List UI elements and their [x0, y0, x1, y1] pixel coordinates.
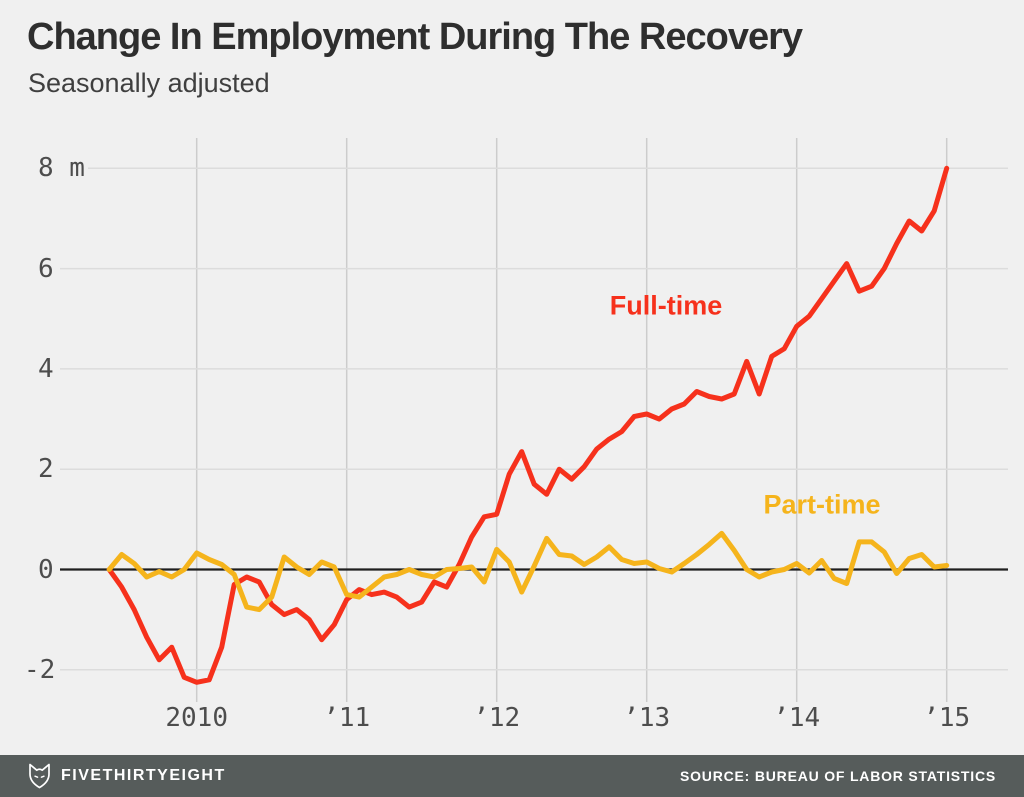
full-time-series-label: Full-time [609, 290, 723, 321]
brand-lockup: FIVETHIRTYEIGHT [28, 763, 226, 790]
x-axis-tick-label: 2010 [165, 703, 228, 733]
footer-bar: FIVETHIRTYEIGHT SOURCE: BUREAU OF LABOR … [0, 755, 1024, 797]
x-axis-tick-label: ’12 [473, 703, 521, 733]
series-line-full-time [106, 165, 950, 685]
source-credit: SOURCE: BUREAU OF LABOR STATISTICS [679, 768, 996, 784]
y-axis-tick-label: 0 [38, 554, 54, 585]
x-axis-tick-label: ’11 [323, 703, 371, 733]
x-axis-tick-label: ’14 [773, 703, 821, 733]
y-axis-tick-label: 4 [38, 353, 54, 384]
brand-name: FIVETHIRTYEIGHT [61, 767, 226, 784]
y-axis-tick-label: 6 [38, 253, 54, 284]
x-axis-tick-label: ’15 [923, 703, 971, 733]
x-axis-tick-label: ’13 [623, 703, 671, 733]
page-subtitle: Seasonally adjusted [28, 68, 270, 98]
y-axis-tick-label: 8 m [38, 153, 85, 184]
line-chart-plot [60, 138, 1008, 702]
y-axis-tick-label: 2 [38, 454, 54, 485]
part-time-series-label: Part-time [763, 489, 881, 520]
fivethirtyeight-fox-icon [29, 763, 50, 788]
series-line-part-time [106, 530, 950, 613]
page-title: Change In Employment During The Recovery [27, 16, 803, 58]
y-axis-tick-label: -2 [24, 654, 56, 685]
